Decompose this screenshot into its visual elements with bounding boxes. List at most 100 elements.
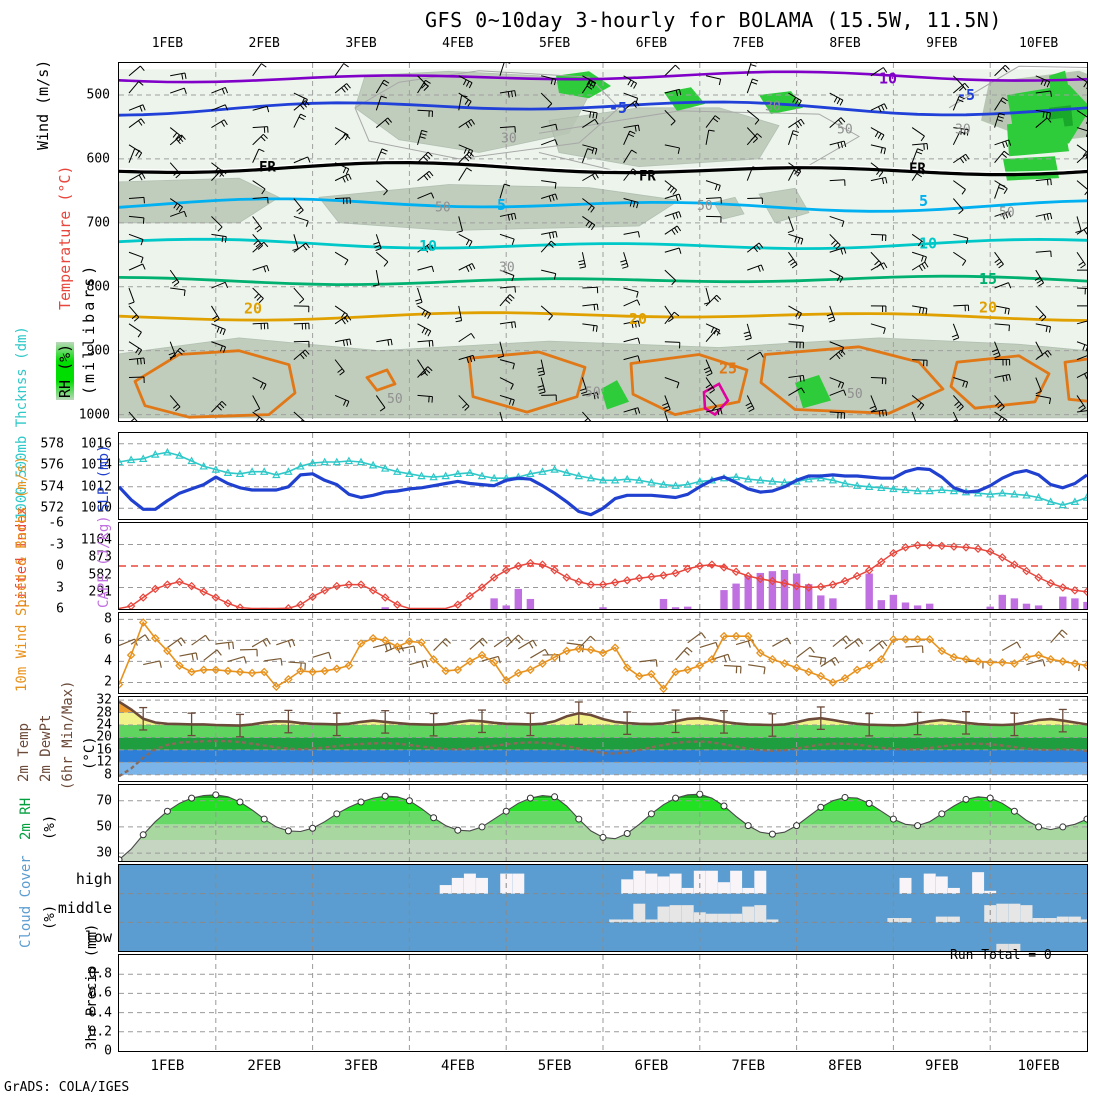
y-tick-0: 0 bbox=[104, 1043, 112, 1059]
y-tick-28: 28 bbox=[96, 705, 112, 721]
y-tick-1012: 1012 bbox=[80, 479, 112, 495]
y-tick-24: 24 bbox=[96, 717, 112, 733]
axis-label-3hr-precip: 3hr Precip (mm) bbox=[84, 923, 100, 1050]
svg-text:FR: FR bbox=[909, 161, 926, 177]
svg-text:10: 10 bbox=[919, 234, 937, 252]
y-tick-70: 70 bbox=[96, 793, 112, 809]
y-tick-6: 6 bbox=[56, 601, 64, 617]
bottom-date-8feb: 8FEB bbox=[828, 1058, 862, 1074]
cloud-row-middle: middle bbox=[57, 899, 112, 917]
y-tick--6: -6 bbox=[48, 515, 64, 531]
panel-precip[interactable] bbox=[118, 954, 1088, 1052]
y-tick-1164: 1164 bbox=[80, 532, 112, 548]
y-tick-08: 0.8 bbox=[88, 966, 112, 982]
panel-thickness-slp[interactable] bbox=[118, 432, 1088, 520]
svg-text:FR: FR bbox=[259, 160, 276, 176]
y-tick-574: 574 bbox=[40, 479, 64, 495]
axis-label-temp-units: (°C) bbox=[82, 736, 98, 770]
axis-label-cloud-cover: Cloud Cover bbox=[18, 855, 34, 948]
svg-text:20: 20 bbox=[244, 300, 262, 318]
svg-text:20: 20 bbox=[629, 310, 647, 328]
y-tick-02: 0.2 bbox=[88, 1024, 112, 1040]
y-tick-576: 576 bbox=[40, 457, 64, 473]
panel-cloud-cover[interactable] bbox=[118, 864, 1088, 952]
y-tick-1016: 1016 bbox=[80, 436, 112, 452]
y-tick-600: 600 bbox=[86, 151, 110, 167]
svg-text:-5: -5 bbox=[957, 86, 975, 104]
panel-2m-temp-dewpt[interactable] bbox=[118, 696, 1088, 782]
axis-label-cloud-units: (%) bbox=[42, 904, 58, 930]
top-date-6feb: 6FEB bbox=[635, 36, 668, 51]
svg-text:30: 30 bbox=[501, 131, 517, 146]
bottom-date-7feb: 7FEB bbox=[731, 1058, 766, 1074]
svg-text:10: 10 bbox=[419, 237, 437, 255]
axis-label-cape: CAPE (J/kg) bbox=[96, 515, 112, 608]
y-tick-32: 32 bbox=[96, 692, 112, 708]
axis-label-rh-units: (%) bbox=[42, 814, 58, 840]
y-tick-291: 291 bbox=[88, 584, 112, 600]
panel-2m-rh[interactable] bbox=[118, 784, 1088, 862]
y-tick-8: 8 bbox=[104, 767, 112, 783]
y-tick-1014: 1014 bbox=[80, 457, 112, 473]
page-title: GFS 0~10day 3-hourly for BOLAMA (15.5W, … bbox=[425, 8, 1002, 32]
axis-label-2m-rh: 2m RH bbox=[18, 797, 34, 840]
bottom-date-3feb: 3FEB bbox=[344, 1058, 378, 1074]
top-date-7feb: 7FEB bbox=[732, 36, 764, 51]
svg-text:50: 50 bbox=[837, 122, 853, 137]
y-tick-578: 578 bbox=[40, 436, 64, 452]
axis-label-slp: SLP (mb) bbox=[96, 444, 112, 512]
y-tick-2: 2 bbox=[104, 674, 112, 690]
panel-upper-air[interactable]: 10 -5 -5 5 5 10 10 15 20 20 20 25 FR FR FR 30 30 30 30 50 50… bbox=[118, 62, 1088, 422]
svg-text:30: 30 bbox=[955, 122, 971, 137]
bottom-date-2feb: 2FEB bbox=[247, 1058, 282, 1074]
cloud-row-high: high bbox=[75, 870, 112, 889]
y-tick-500: 500 bbox=[86, 87, 110, 103]
svg-text:FR: FR bbox=[639, 169, 656, 185]
y-tick-1010: 1010 bbox=[80, 500, 112, 516]
attribution-footer: GrADS: COLA/IGES bbox=[4, 1080, 130, 1095]
svg-text:50: 50 bbox=[697, 199, 713, 214]
y-tick-06: 0.6 bbox=[88, 985, 112, 1001]
top-date-5feb: 5FEB bbox=[538, 36, 571, 51]
axis-label-temperature: Temperature (°C) bbox=[56, 165, 74, 311]
y-tick-8: 8 bbox=[104, 611, 112, 627]
axis-label-2m-temp: 2m Temp bbox=[16, 722, 32, 782]
svg-text:50: 50 bbox=[585, 386, 601, 401]
panel-10m-wind[interactable] bbox=[118, 612, 1088, 694]
y-tick-04: 0.4 bbox=[88, 1005, 112, 1021]
bottom-date-10feb: 10FEB bbox=[1017, 1058, 1060, 1074]
top-date-9feb: 9FEB bbox=[926, 36, 958, 51]
y-tick-16: 16 bbox=[96, 742, 112, 758]
panel-lifted-index-cape[interactable] bbox=[118, 522, 1088, 610]
svg-text:25: 25 bbox=[719, 360, 737, 378]
top-date-10feb: 10FEB bbox=[1019, 36, 1059, 51]
svg-text:50: 50 bbox=[999, 205, 1015, 220]
y-tick-582: 582 bbox=[88, 567, 112, 583]
svg-text:50: 50 bbox=[387, 392, 403, 407]
top-date-2feb: 2FEB bbox=[248, 36, 280, 51]
svg-text:-5: -5 bbox=[609, 99, 627, 117]
y-tick-873: 873 bbox=[88, 549, 112, 565]
svg-text:10: 10 bbox=[879, 69, 897, 87]
y-tick-6: 6 bbox=[104, 632, 112, 648]
y-tick-20: 20 bbox=[96, 729, 112, 745]
top-date-4feb: 4FEB bbox=[442, 36, 474, 51]
axis-label-minmax: (6hr Min/Max) bbox=[60, 680, 76, 790]
y-tick-1000: 1000 bbox=[78, 407, 110, 423]
y-tick-572: 572 bbox=[40, 500, 64, 516]
y-tick-900: 900 bbox=[86, 343, 110, 359]
svg-text:30: 30 bbox=[499, 260, 515, 275]
svg-text:15: 15 bbox=[979, 270, 997, 288]
bottom-date-1feb: 1FEB bbox=[150, 1058, 185, 1074]
svg-text:5: 5 bbox=[919, 192, 928, 210]
run-total-label: Run Total = 0 bbox=[950, 948, 1052, 963]
y-tick-700: 700 bbox=[86, 215, 110, 231]
bottom-date-9feb: 9FEB bbox=[924, 1058, 959, 1074]
svg-text:20: 20 bbox=[979, 298, 997, 316]
top-date-8feb: 8FEB bbox=[829, 36, 861, 51]
axis-label-10m-wind: 10m Wind Speed & Barbs (m/s) bbox=[14, 455, 30, 692]
y-tick-12: 12 bbox=[96, 754, 112, 770]
axis-label-rh: RH (%) bbox=[56, 341, 74, 400]
bottom-date-5feb: 5FEB bbox=[537, 1058, 572, 1074]
